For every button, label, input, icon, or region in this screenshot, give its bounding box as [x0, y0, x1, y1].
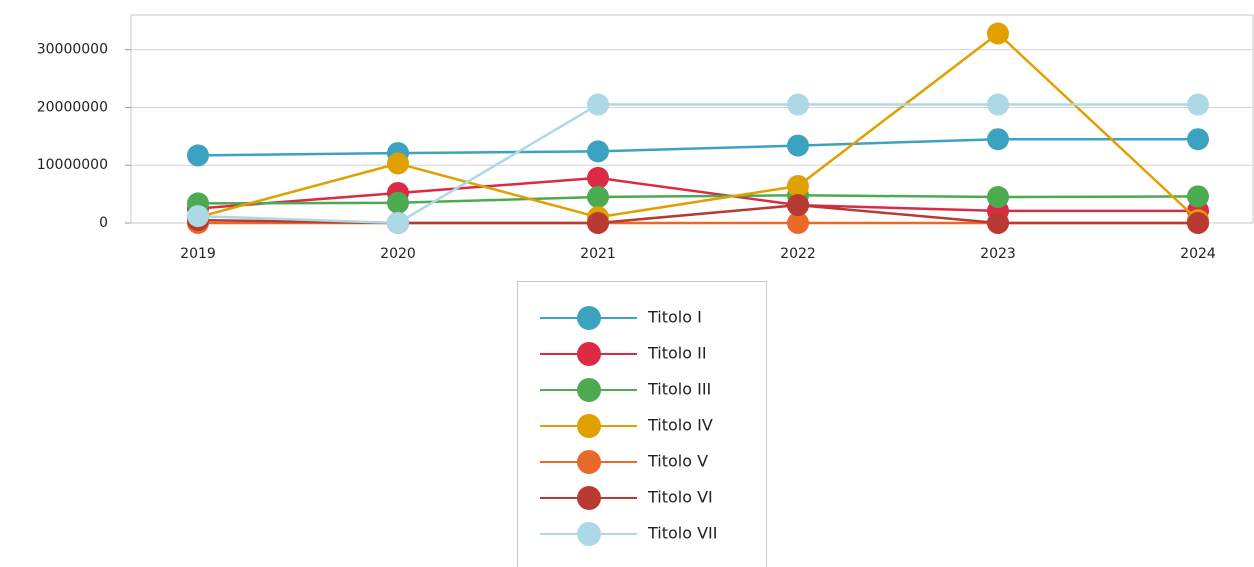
legend-label: Titolo VII — [647, 524, 718, 543]
data-point — [587, 186, 609, 208]
legend-label: Titolo IV — [647, 416, 713, 435]
data-point — [387, 212, 409, 234]
data-point — [1187, 128, 1209, 151]
legend-marker — [577, 342, 601, 366]
data-point — [1187, 93, 1209, 116]
data-point — [387, 191, 409, 214]
data-point — [587, 212, 609, 234]
series-line — [197, 137, 1198, 157]
data-point — [987, 22, 1009, 45]
data-point — [587, 93, 609, 116]
legend-label: Titolo I — [647, 308, 702, 327]
data-point — [787, 134, 809, 157]
x-tick-label: 2023 — [980, 246, 1016, 262]
data-point — [787, 175, 809, 198]
legend-frame — [517, 281, 767, 567]
data-point — [987, 128, 1009, 151]
y-tick-label: 20000000 — [37, 99, 108, 115]
series-line — [197, 31, 1199, 222]
legend-marker — [577, 306, 601, 330]
legend-label: Titolo VI — [647, 488, 713, 507]
legend-marker — [577, 378, 601, 402]
data-point — [787, 212, 809, 234]
x-tick-label: 2024 — [1180, 246, 1216, 262]
data-point — [1187, 185, 1209, 208]
series-line — [197, 103, 1198, 225]
legend-marker — [577, 450, 601, 474]
data-point — [187, 205, 209, 228]
data-point — [987, 212, 1009, 234]
legend-marker — [577, 522, 601, 546]
x-tick-label: 2019 — [180, 246, 216, 262]
x-tick-label: 2022 — [780, 246, 816, 262]
series-line — [197, 176, 1198, 213]
data-point — [587, 140, 609, 163]
data-point — [787, 93, 809, 116]
data-point — [987, 93, 1009, 116]
x-tick-label: 2020 — [380, 246, 416, 262]
legend-label: Titolo II — [647, 344, 707, 363]
data-point — [1187, 212, 1209, 234]
x-tick-label: 2021 — [580, 246, 616, 262]
data-point — [987, 186, 1009, 208]
data-point — [787, 194, 809, 217]
series-line — [197, 194, 1199, 205]
data-point — [387, 152, 409, 175]
y-tick-label: 10000000 — [37, 157, 108, 173]
legend-label: Titolo III — [647, 380, 711, 399]
data-point — [187, 144, 209, 167]
legend-marker — [577, 486, 601, 510]
legend-label: Titolo V — [647, 452, 708, 471]
y-tick-label: 30000000 — [37, 42, 108, 58]
legend-marker — [577, 414, 601, 438]
data-point — [587, 166, 609, 189]
y-tick-label: 0 — [99, 215, 108, 231]
